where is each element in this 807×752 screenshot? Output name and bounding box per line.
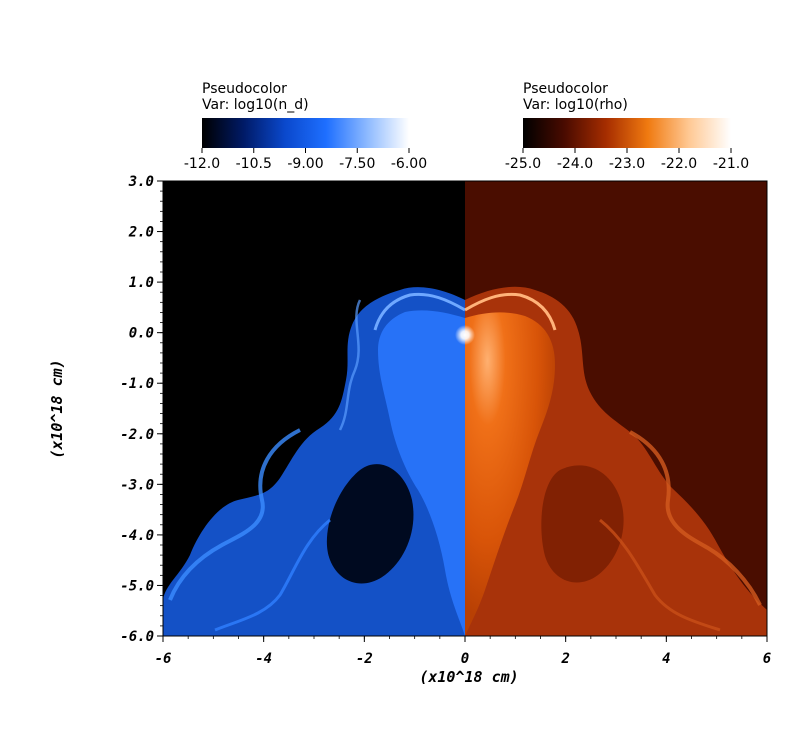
y-tick-label: -1.0 [120, 376, 154, 392]
x-tick-label: 4 [662, 651, 670, 667]
legend-right: Pseudocolor Var: log10(rho) -25.0 -24.0 -2… [505, 81, 749, 172]
colorbar-right [523, 118, 731, 148]
plot-panel-left [163, 181, 465, 636]
colorbar-tick-label: -23.0 [609, 156, 645, 172]
legend-title-right: Pseudocolor [523, 81, 608, 97]
y-tick-label: -4.0 [120, 528, 154, 544]
x-tick-label: 0 [461, 651, 469, 667]
x-axis-label: (x10^18 cm) [419, 668, 518, 686]
cavity-dark-left [326, 464, 414, 584]
x-tick-label: -4 [255, 651, 272, 667]
filament-left-2 [214, 518, 331, 632]
colorbar-tick-label: -12.0 [184, 156, 220, 172]
plot-panel-right [465, 181, 767, 636]
legend-var-left: Var: log10(n_d) [202, 97, 309, 113]
colorbar-tick-label: -24.0 [557, 156, 593, 172]
y-tick-label: 2.0 [128, 225, 154, 241]
colorbar-tick-label: -9.00 [287, 156, 323, 172]
y-axis-label: (x10^18 cm) [48, 359, 66, 458]
colorbar-tick-label: -25.0 [505, 156, 541, 172]
legend-left: Pseudocolor Var: log10(n_d) -12.0 -10.5 -9… [184, 81, 427, 172]
y-tick-label: 1.0 [129, 275, 154, 291]
filament-left-3 [338, 299, 362, 431]
y-tick-label: -2.0 [120, 427, 154, 443]
filament-left-1 [168, 428, 301, 601]
legend-var-right: Var: log10(rho) [523, 97, 628, 113]
x-tick-label: 2 [560, 651, 569, 667]
y-tick-label: -6.0 [120, 629, 154, 645]
colorbar-tick-label: -6.00 [391, 156, 427, 172]
y-tick-label: 3.0 [128, 174, 154, 190]
cavity-dark-right [541, 465, 624, 583]
legend-title-left: Pseudocolor [202, 81, 287, 97]
colorbar-left [202, 118, 409, 148]
outflow-inner-right [465, 312, 555, 636]
x-tick-label: -6 [155, 651, 172, 667]
y-tick-label: -3.0 [120, 477, 154, 493]
central-star [455, 325, 475, 345]
y-tick-label: 0.0 [129, 326, 154, 342]
colorbar-ticks-left: -12.0 -10.5 -9.00 -7.50 -6.00 [184, 148, 427, 172]
x-axis: -6 -4 -2 0 2 4 6 [155, 636, 771, 667]
y-tick-label: -5.0 [120, 578, 154, 594]
x-tick-label: 6 [763, 651, 771, 667]
bubble-rim-left [373, 292, 465, 331]
x-tick-label: -2 [356, 651, 373, 667]
y-axis: 3.0 2.0 1.0 0.0 -1.0 -2.0 -3.0 -4.0 -5.0 -6.0 [120, 174, 163, 645]
colorbar-tick-label: -10.5 [236, 156, 272, 172]
outflow-inner-left [378, 310, 465, 636]
filament-right-2 [599, 518, 721, 632]
colorbar-ticks-right: -25.0 -24.0 -23.0 -22.0 -21.0 [505, 148, 749, 172]
colorbar-tick-label: -21.0 [713, 156, 749, 172]
colorbar-tick-label: -7.50 [339, 156, 375, 172]
bubble-rim-right [465, 292, 557, 331]
colorbar-tick-label: -22.0 [661, 156, 697, 172]
filament-right-1 [629, 430, 762, 606]
